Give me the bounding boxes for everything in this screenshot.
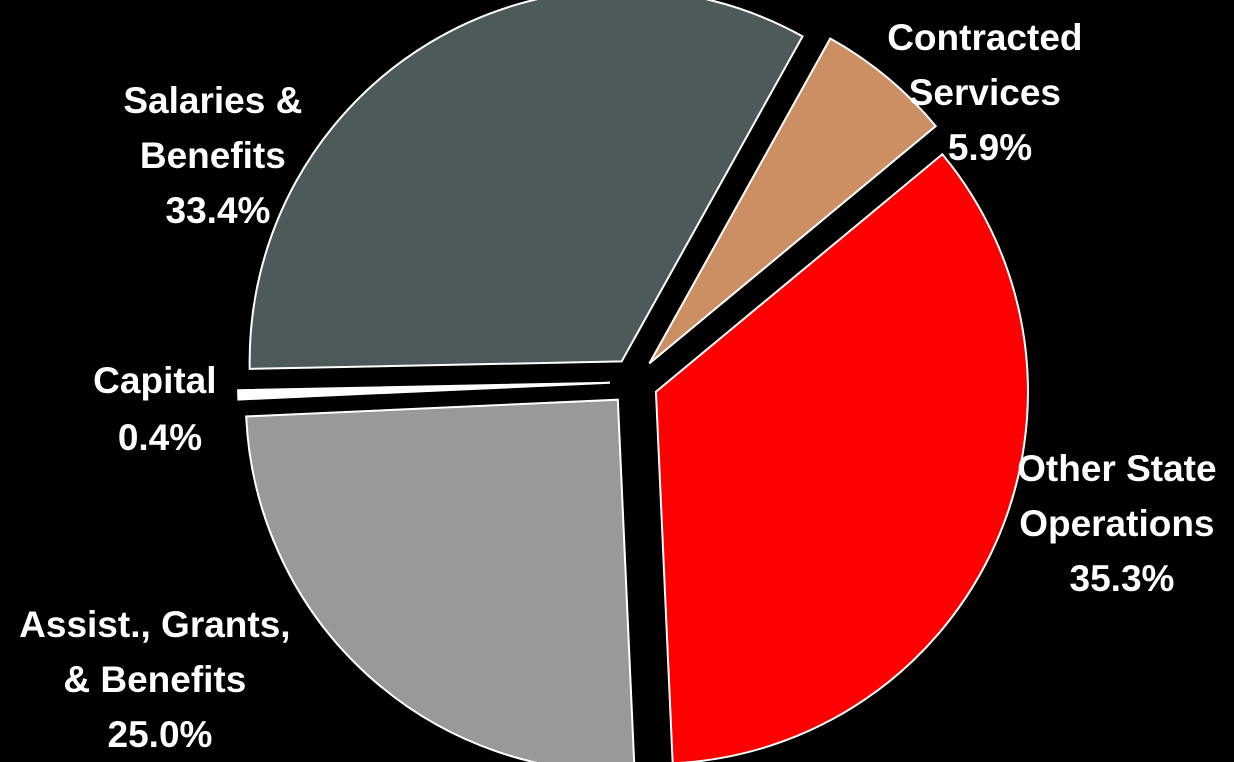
slice-label-assist-grants-benefits: Assist., Grants, & Benefits 25.0% xyxy=(19,604,301,755)
slice-other-state-operations xyxy=(654,152,1029,762)
slice-label-other-state-operations: Other State Operations 35.3% xyxy=(1017,448,1227,599)
pie-slices xyxy=(237,0,1029,762)
slice-label-salaries-benefits: Salaries & Benefits 33.4% xyxy=(123,80,312,231)
slice-label-contracted-services: Contracted Services 5.9% xyxy=(887,17,1093,168)
slice-contracted-services xyxy=(648,37,938,365)
slice-capital xyxy=(237,381,611,401)
slice-assist-grants-benefits xyxy=(245,398,636,762)
slice-salaries-benefits xyxy=(248,0,804,370)
pie-labels: Contracted Services 5.9% Other State Ope… xyxy=(19,17,1227,755)
slice-label-capital: Capital 0.4% xyxy=(93,360,227,458)
